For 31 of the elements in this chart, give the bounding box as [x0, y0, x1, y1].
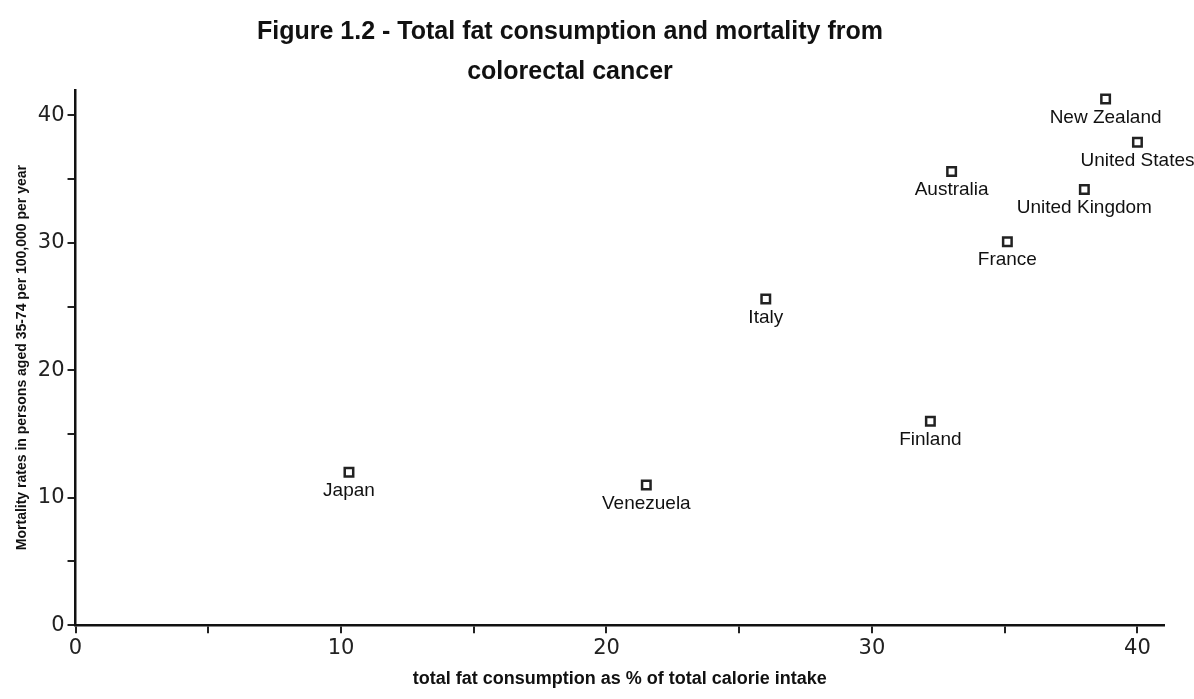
point: [1078, 183, 1090, 195]
x-axis-title: total fat consumption as % of total calorie intake: [412, 668, 827, 689]
annotation: Italy: [748, 305, 784, 327]
point: [1100, 93, 1112, 105]
annotation: Finland: [899, 428, 962, 450]
x-tick-label: 30: [858, 635, 886, 660]
annotation: United States: [1080, 148, 1194, 170]
x-tick-label: 0: [68, 635, 83, 660]
x-tick-label: 20: [593, 635, 620, 660]
y-tick-label: 40: [37, 101, 65, 126]
point: [760, 293, 772, 305]
annotation: Australia: [914, 178, 990, 200]
point: [946, 166, 958, 178]
point: [1001, 236, 1013, 248]
y-tick-label: 10: [37, 484, 65, 509]
annotation: New Zealand: [1049, 105, 1162, 127]
point: [1131, 136, 1143, 148]
x-tick-label: 10: [327, 635, 355, 660]
point: [343, 466, 355, 478]
point: [640, 479, 652, 491]
chart-title: Figure 1.2 - Total fat consumption and mortality from colorectal cancer: [256, 15, 884, 86]
annotation: France: [977, 248, 1037, 270]
y-tick-label: 20: [37, 356, 65, 381]
y-axis-title: Mortality rates in persons aged 35-74 per 100,000 per year: [13, 164, 30, 551]
point: [924, 415, 936, 427]
annotation: Japan: [323, 479, 375, 501]
y-tick-label: 30: [37, 229, 65, 254]
y-tick-label: 0: [51, 611, 65, 636]
annotation: United Kingdom: [1016, 196, 1152, 218]
x-tick-label: 40: [1124, 635, 1151, 660]
annotation: Venezuela: [601, 491, 692, 513]
